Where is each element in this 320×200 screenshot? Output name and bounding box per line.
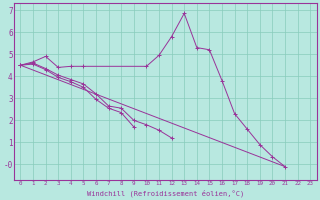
X-axis label: Windchill (Refroidissement éolien,°C): Windchill (Refroidissement éolien,°C)	[87, 189, 244, 197]
